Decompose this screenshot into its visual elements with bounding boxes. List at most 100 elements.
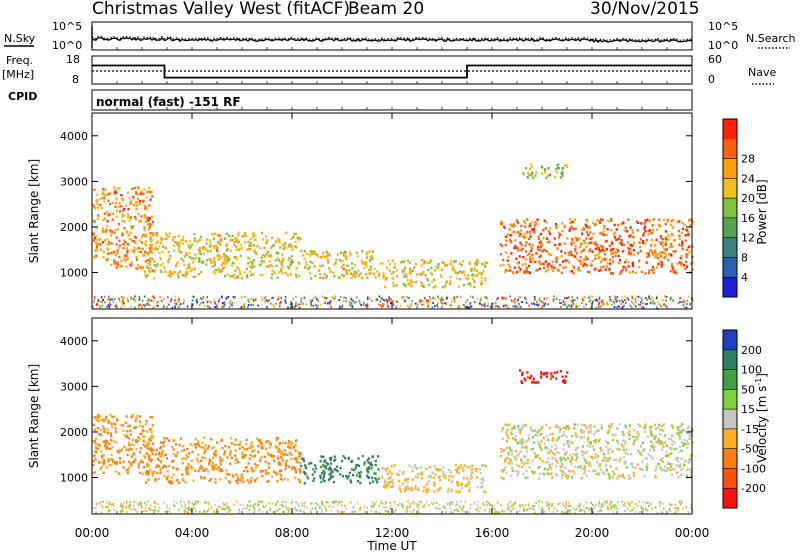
heatmap-cell — [369, 268, 372, 271]
heatmap-cell — [209, 477, 212, 481]
heatmap-cell — [673, 468, 676, 471]
heatmap-cell — [228, 234, 231, 237]
heatmap-cell — [566, 425, 569, 428]
heatmap-cell — [382, 272, 385, 275]
heatmap-cell — [323, 460, 326, 463]
heatmap-cell — [120, 306, 123, 309]
heatmap-cell — [646, 218, 649, 221]
heatmap-cell — [642, 231, 646, 235]
heatmap-cell — [678, 237, 681, 240]
heatmap-cell — [132, 203, 135, 207]
heatmap-cell — [583, 472, 586, 475]
heatmap-cell — [325, 250, 328, 254]
heatmap-cell — [247, 298, 249, 301]
heatmap-cell — [655, 467, 658, 471]
heatmap-cell — [95, 511, 97, 514]
heatmap-cell — [219, 462, 222, 466]
heatmap-cell — [245, 506, 247, 509]
heatmap-cell — [448, 468, 451, 472]
heatmap-cell — [538, 457, 541, 460]
heatmap-cell — [607, 507, 609, 510]
heatmap-cell — [525, 269, 528, 272]
heatmap-cell — [146, 441, 149, 444]
heatmap-cell — [642, 306, 645, 309]
heatmap-cell — [385, 486, 388, 489]
heatmap-cell — [578, 304, 580, 307]
heatmap-cell — [632, 435, 635, 439]
heatmap-cell — [606, 505, 609, 508]
heatmap-cell — [563, 433, 566, 437]
power-heatmap-marks — [92, 163, 694, 309]
y-tick-label: 3000 — [60, 175, 88, 188]
heatmap-cell — [408, 297, 410, 299]
heatmap-cell — [207, 470, 210, 473]
heatmap-cell — [518, 429, 521, 433]
heatmap-cell — [651, 457, 654, 460]
heatmap-cell — [172, 466, 175, 469]
heatmap-cell — [151, 435, 155, 438]
heatmap-cell — [223, 257, 226, 260]
heatmap-cell — [156, 240, 159, 244]
heatmap-cell — [162, 444, 165, 448]
heatmap-cell — [599, 463, 602, 466]
heatmap-cell — [532, 380, 535, 383]
heatmap-cell — [674, 506, 677, 509]
heatmap-cell — [93, 471, 96, 474]
heatmap-cell — [117, 451, 120, 454]
heatmap-cell — [170, 480, 173, 483]
heatmap-cell — [588, 237, 591, 241]
heatmap-cell — [92, 232, 95, 235]
heatmap-cell — [465, 277, 468, 280]
heatmap-cell — [509, 458, 512, 461]
heatmap-cell — [295, 246, 298, 249]
heatmap-cell — [184, 508, 186, 511]
heatmap-cell — [248, 244, 251, 247]
heatmap-cell — [677, 432, 681, 435]
heatmap-cell — [663, 434, 667, 437]
heatmap-cell — [678, 450, 681, 453]
heatmap-cell — [131, 187, 134, 191]
heatmap-cell — [648, 426, 651, 429]
heatmap-cell — [511, 427, 514, 430]
heatmap-cell — [653, 449, 656, 452]
heatmap-cell — [111, 503, 114, 506]
heatmap-cell — [113, 192, 116, 196]
heatmap-cell — [272, 470, 275, 473]
heatmap-cell — [540, 165, 543, 168]
heatmap-cell — [605, 239, 608, 243]
heatmap-cell — [592, 503, 594, 506]
heatmap-cell — [557, 236, 561, 239]
heatmap-cell — [617, 261, 620, 265]
heatmap-cell — [654, 469, 657, 472]
heatmap-cell — [279, 463, 282, 467]
heatmap-cell — [329, 270, 332, 273]
heatmap-cell — [669, 437, 672, 441]
heatmap-cell — [275, 302, 277, 305]
heatmap-cell — [276, 446, 279, 450]
heatmap-cell — [214, 477, 217, 481]
heatmap-cell — [351, 511, 353, 514]
heatmap-cell — [624, 440, 627, 443]
heatmap-cell — [202, 301, 204, 304]
heatmap-cell — [188, 262, 191, 266]
heatmap-cell — [610, 500, 613, 503]
heatmap-cell — [477, 500, 480, 503]
heatmap-cell — [670, 223, 673, 227]
heatmap-cell — [139, 303, 142, 306]
heatmap-cell — [348, 269, 351, 272]
heatmap-cell — [114, 205, 117, 208]
heatmap-cell — [139, 266, 142, 269]
heatmap-cell — [457, 510, 459, 513]
heatmap-cell — [689, 303, 691, 306]
heatmap-cell — [140, 459, 143, 462]
heatmap-cell — [292, 236, 295, 239]
heatmap-cell — [111, 218, 114, 221]
heatmap-cell — [126, 468, 129, 472]
heatmap-cell — [321, 472, 324, 475]
heatmap-cell — [337, 253, 340, 256]
heatmap-cell — [357, 471, 360, 475]
heatmap-cell — [264, 255, 267, 258]
heatmap-cell — [640, 301, 642, 304]
heatmap-cell — [367, 268, 371, 271]
heatmap-cell — [502, 477, 505, 480]
